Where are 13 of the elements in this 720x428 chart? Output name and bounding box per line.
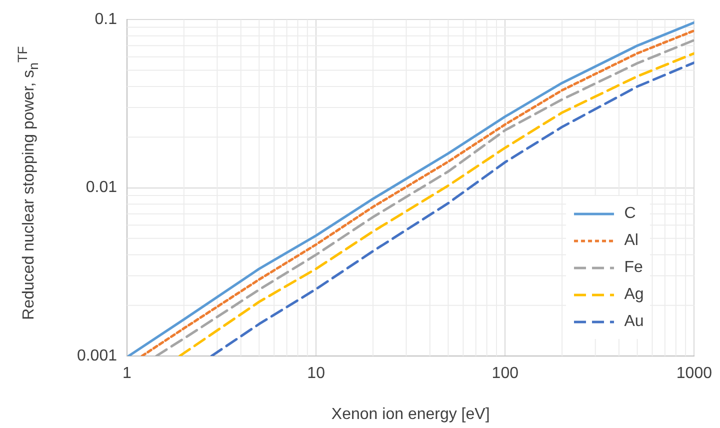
- x-tick-label: 1: [122, 365, 132, 382]
- legend-label: Al: [624, 232, 638, 250]
- x-axis-title: Xenon ion energy [eV]: [331, 406, 490, 423]
- x-tick-label: 1000: [676, 365, 712, 382]
- legend-label: Ag: [624, 286, 644, 304]
- x-tick-label: 10: [307, 365, 326, 382]
- y-tick-label: 0.01: [86, 179, 118, 196]
- legend-label: Fe: [624, 258, 643, 276]
- y-tick-label: 0.1: [94, 11, 118, 28]
- y-tick-label: 0.001: [76, 347, 118, 364]
- legend-label: Au: [624, 312, 644, 330]
- legend-label: C: [624, 204, 636, 222]
- x-tick-label: 100: [492, 365, 519, 382]
